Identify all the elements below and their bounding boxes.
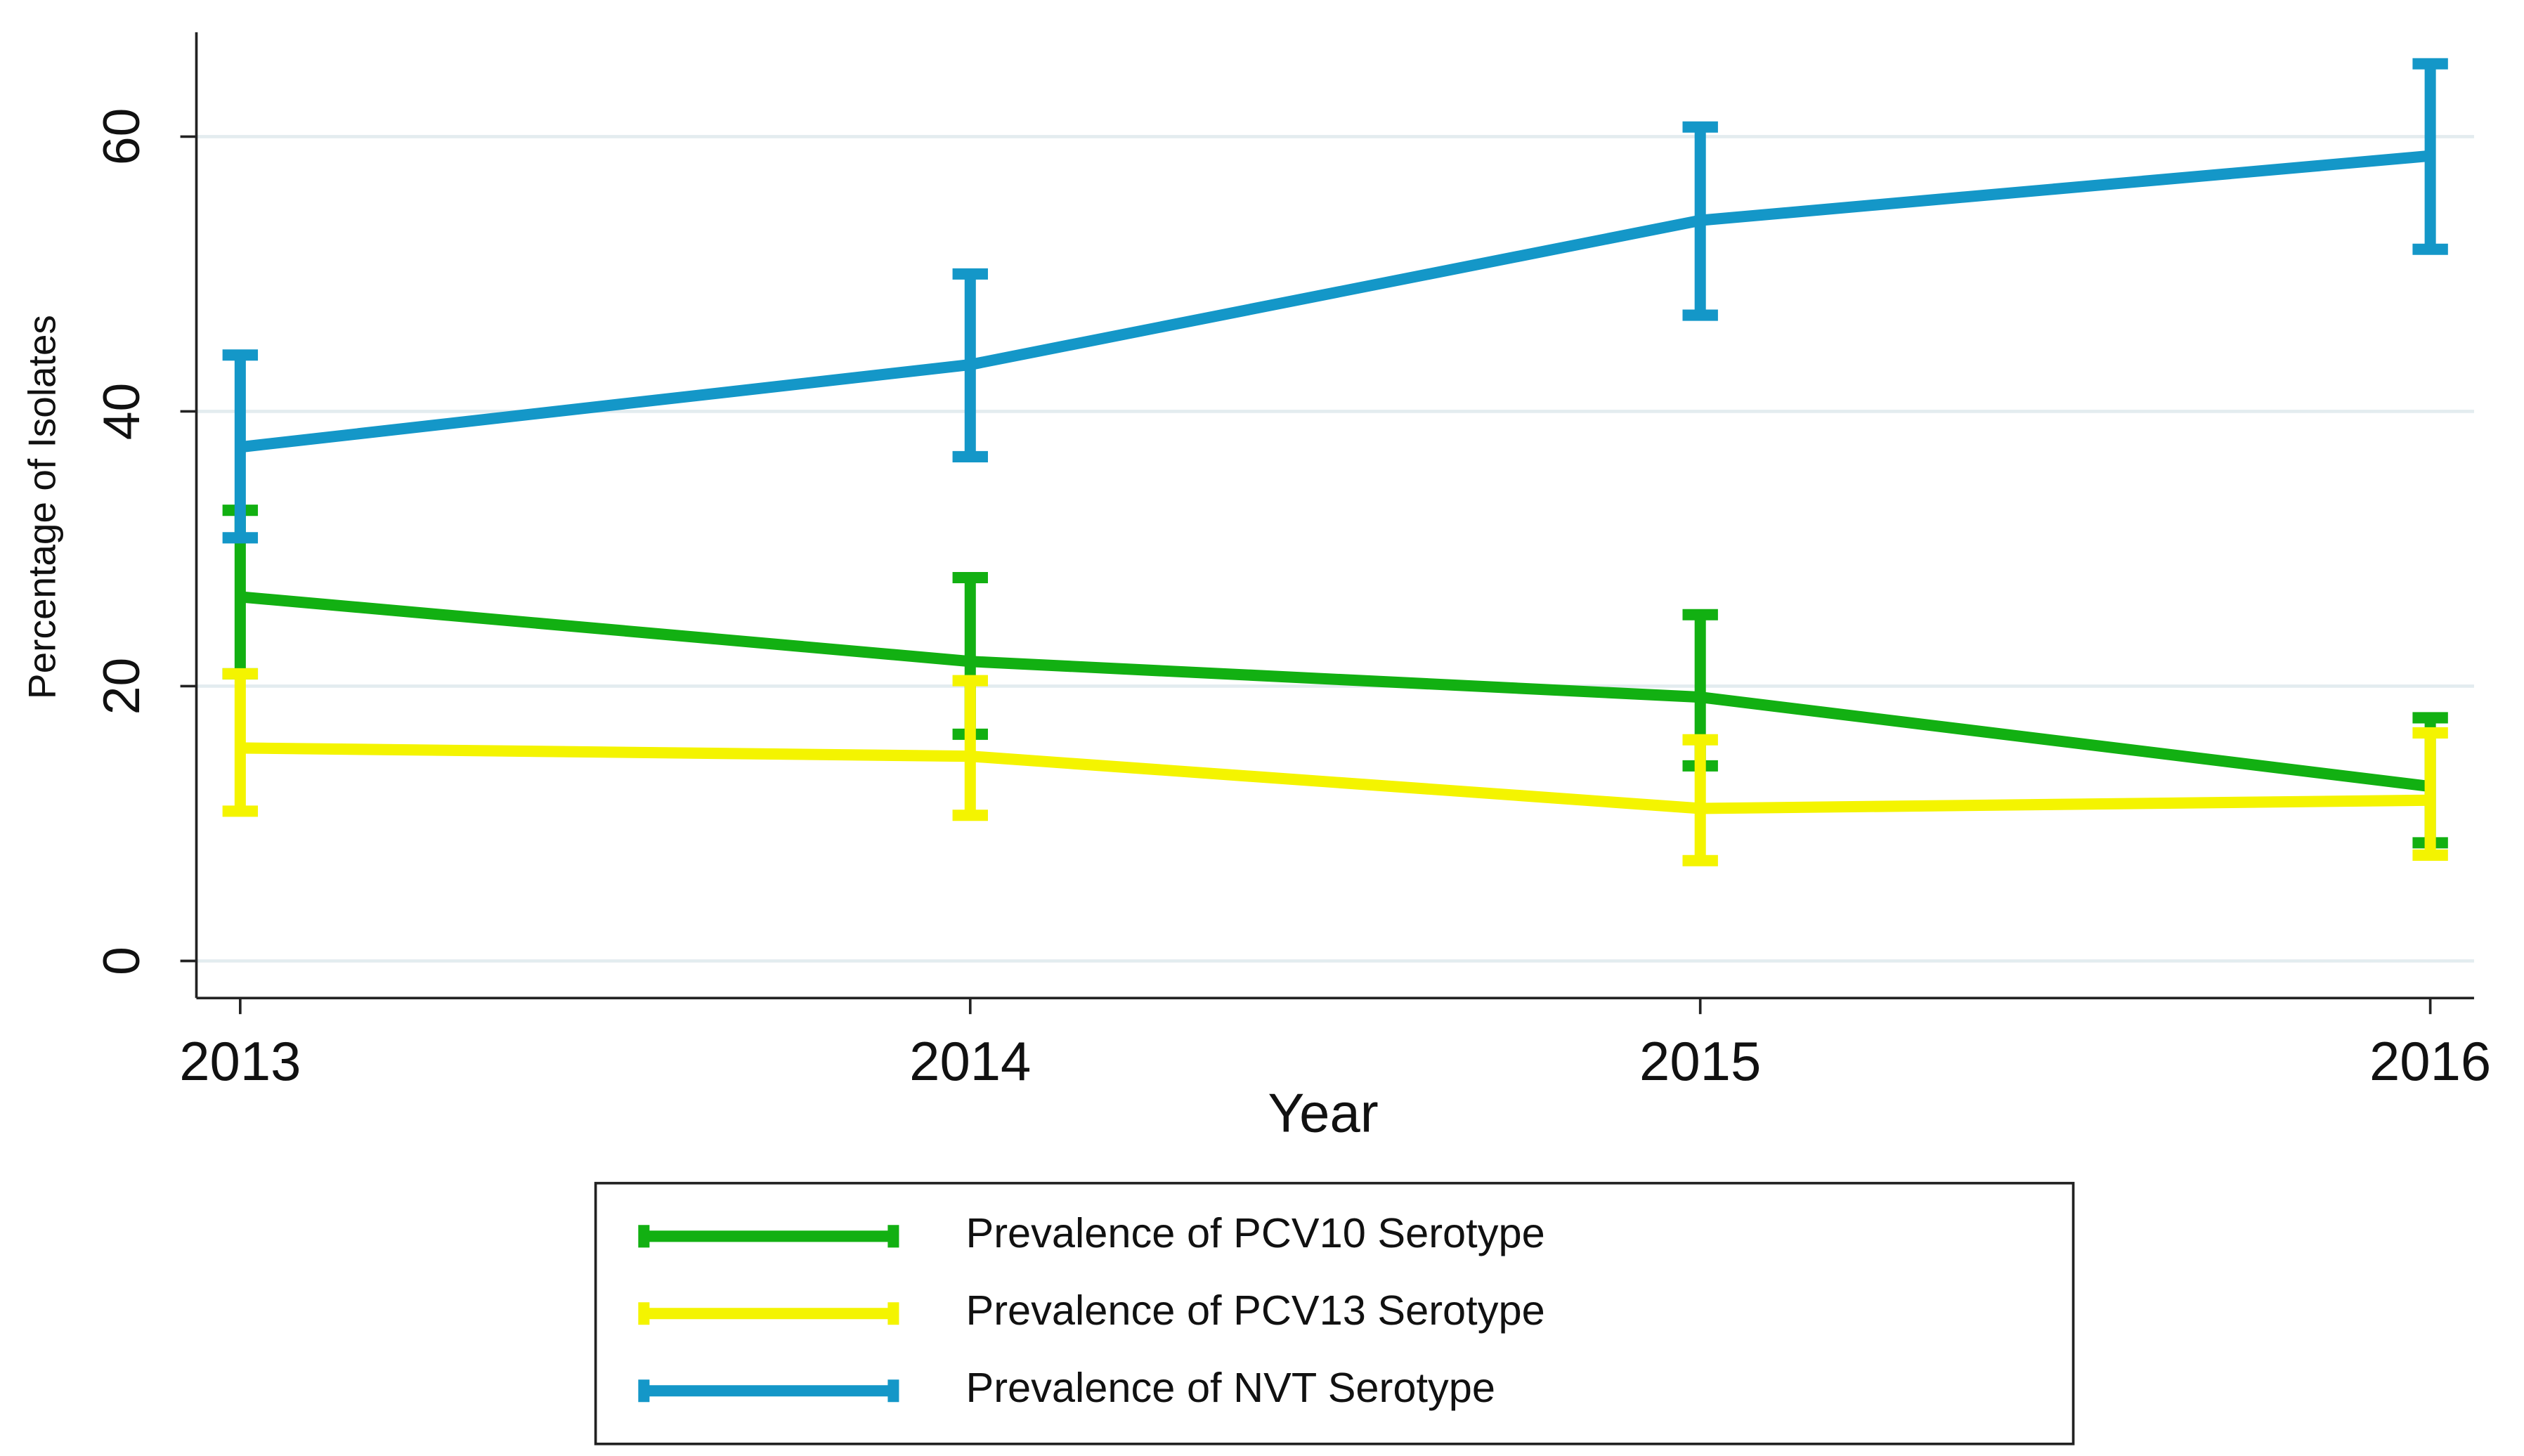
legend-swatch <box>638 1225 899 1248</box>
x-axis-title: Year <box>1268 1081 1378 1143</box>
y-tick-label: 0 <box>93 947 150 975</box>
x-tick-label: 2015 <box>1639 1030 1761 1092</box>
legend-swatch <box>638 1379 899 1403</box>
error-bar <box>952 675 988 821</box>
y-tick-label: 60 <box>93 108 150 166</box>
x-tick-label: 2014 <box>909 1030 1031 1092</box>
y-tick-label: 40 <box>93 383 150 441</box>
error-bar <box>1682 734 1718 866</box>
series-line <box>240 591 2431 793</box>
series-line <box>239 150 2431 453</box>
y-tick-label: 20 <box>93 658 150 715</box>
y-axis-title: Percentage of Isolates <box>20 315 64 699</box>
legend-label: Prevalence of PCV13 Serotype <box>965 1287 1544 1334</box>
x-tick-label: 2013 <box>179 1030 301 1092</box>
series-line <box>240 742 2431 814</box>
legend-label: Prevalence of NVT Serotype <box>965 1364 1495 1411</box>
legend-swatch <box>638 1302 899 1325</box>
legend-box <box>594 1181 2075 1445</box>
error-bar <box>222 668 259 817</box>
error-bar <box>2412 727 2448 861</box>
x-tick-label: 2016 <box>2369 1030 2491 1092</box>
marks <box>222 58 2448 866</box>
legend-label: Prevalence of PCV10 Serotype <box>965 1209 1544 1256</box>
